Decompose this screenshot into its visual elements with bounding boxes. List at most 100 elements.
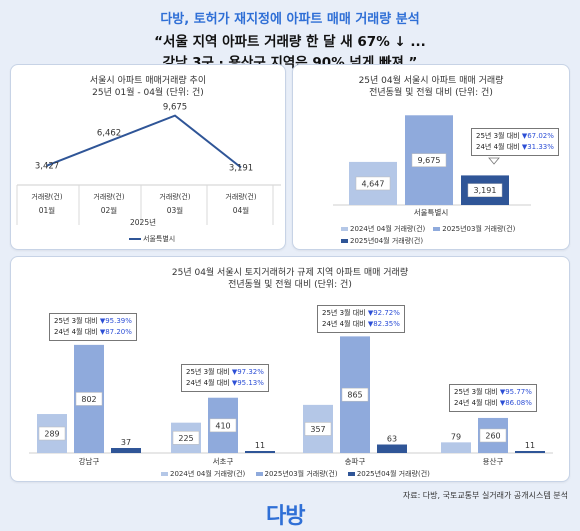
yongsan-callout-line-1: 25년 3월 대비 ▼95.77% <box>454 387 532 398</box>
seocho-callout-line-1: 25년 3월 대비 ▼97.32% <box>186 367 264 378</box>
callout-pointer <box>488 157 500 165</box>
legend-seoul-label: 서울특별시 <box>143 235 176 243</box>
legend-item-2024-04: 2024년 04월 거래량(건) <box>341 225 425 233</box>
bar-강남구-3 <box>111 448 141 453</box>
seocho-callout-label-1: 25년 3월 대비 <box>186 368 230 376</box>
data-label-1: 3,427 <box>35 162 59 172</box>
songpa-callout-value-1: ▼92.72% <box>367 309 400 317</box>
legend-swatch-2025-04 <box>341 239 348 243</box>
category-top-label-3: 거래량(건) <box>159 192 190 201</box>
data-label-3: 9,675 <box>163 103 187 113</box>
bar-value-label-1: 4,647 <box>362 179 385 188</box>
gangnam-change-callout: 25년 3월 대비 ▼95.39% 24년 4월 대비 ▼87.20% <box>49 313 137 341</box>
trend-chart-subtitle: 25년 01월 - 04월 (단위: 건) <box>92 88 204 98</box>
district-volume-card: 25년 04월 서울시 토지거래허가 규제 지역 아파트 매매 거래량 전년동월… <box>10 256 570 482</box>
songpa-change-callout: 25년 3월 대비 ▼92.72% 24년 4월 대비 ▼82.35% <box>317 305 405 333</box>
bar-value-label-송파구-1: 357 <box>310 425 325 434</box>
category-label-1: 01월 <box>39 205 56 215</box>
bar-value-label-2: 9,675 <box>418 156 441 165</box>
bar-용산구-1 <box>441 442 471 453</box>
songpa-callout-line-1: 25년 3월 대비 ▼92.72% <box>322 308 400 319</box>
seoul-volume-legend: 2024년 04월 거래량(건) 2025년03월 거래량(건) 2025년04월… <box>341 223 541 247</box>
callout-label-1: 25년 3월 대비 <box>476 132 520 140</box>
bar-value-label-서초구-1: 225 <box>178 434 193 443</box>
category-label-4: 04월 <box>233 205 250 215</box>
seoul-trend-line <box>46 114 242 169</box>
songpa-callout-value-2: ▼82.35% <box>367 320 400 328</box>
legend-line-swatch <box>129 238 141 240</box>
legend-swatch-2024-04 <box>341 227 348 231</box>
district-volume-bar-chart: 289 802 37 강남구 225 410 11 서초구 357 865 63 송파구 79 260 11… <box>29 336 553 466</box>
category-top-label-1: 거래량(건) <box>31 192 62 201</box>
callout-line-1: 25년 3월 대비 ▼67.02% <box>476 131 554 142</box>
yongsan-callout-value-1: ▼95.77% <box>499 388 532 396</box>
gangnam-callout-label-1: 25년 3월 대비 <box>54 317 98 325</box>
gangnam-callout-value-2: ▼87.20% <box>99 328 132 336</box>
district-legend-swatch-2024-04 <box>161 472 168 476</box>
callout-line-2: 24년 4월 대비 ▼31.33% <box>476 142 554 153</box>
category-top-label-2: 거래량(건) <box>93 192 124 201</box>
bar-value-label-용산구-3: 11 <box>525 441 535 450</box>
bar-label-box-서초구-1 <box>172 431 200 445</box>
yongsan-callout-line-2: 24년 4월 대비 ▼86.08% <box>454 398 532 409</box>
district-volume-subtitle: 전년동월 및 전월 대비 (단위: 건) <box>228 280 352 290</box>
bar-송파구-3 <box>377 444 407 453</box>
yongsan-callout-value-2: ▼86.08% <box>499 399 532 407</box>
legend-swatch-2025-03 <box>433 227 441 231</box>
seocho-callout-value-2: ▼95.13% <box>231 379 264 387</box>
source-note: 자료: 다방, 국토교통부 실거래가 공개시스템 분석 <box>402 491 568 500</box>
district-legend-item-2025-03: 2025년03월 거래량(건) <box>255 470 338 478</box>
gangnam-callout-line-2: 24년 4월 대비 ▼87.20% <box>54 327 132 338</box>
legend-item-2025-03: 2025년03월 거래량(건) <box>433 225 515 233</box>
gangnam-callout-label-2: 24년 4월 대비 <box>54 328 98 336</box>
district-legend-label-2024-04: 2024년 04월 거래량(건) <box>170 470 246 478</box>
bar-value-label-송파구-3: 63 <box>387 435 397 444</box>
bar-label-box-송파구-2 <box>341 387 369 402</box>
data-label-4: 3,191 <box>229 163 253 173</box>
bar-label-box-3 <box>467 183 503 197</box>
district-volume-title: 25년 04월 서울시 토지거래허가 규제 지역 아파트 매매 거래량 <box>171 268 409 278</box>
bar-label-box-1 <box>355 176 391 191</box>
trend-chart-title: 서울시 아파트 매매거래량 추이 <box>89 76 207 86</box>
category-label: 서울특별시 <box>414 207 449 217</box>
bar-용산구-3 <box>515 451 545 453</box>
bar-value-label-서초구-2: 410 <box>215 421 230 430</box>
bar-value-label-3: 3,191 <box>474 186 497 195</box>
bar-value-label-송파구-2: 865 <box>347 391 362 400</box>
gangnam-callout-value-1: ▼95.39% <box>99 317 132 325</box>
legend-label-2025-04: 2025년04월 거래량(건) <box>350 237 424 245</box>
dabang-logo: 다방 <box>266 504 305 529</box>
callout-value-2: ▼31.33% <box>521 143 554 151</box>
bar-value-label-강남구-1: 289 <box>44 430 59 439</box>
songpa-callout-label-1: 25년 3월 대비 <box>322 309 366 317</box>
gangnam-callout-line-1: 25년 3월 대비 ▼95.39% <box>54 316 132 327</box>
trend-chart-legend: 서울특별시 <box>129 234 175 244</box>
seocho-callout-line-2: 24년 4월 대비 ▼95.13% <box>186 378 264 389</box>
yongsan-callout-label-1: 25년 3월 대비 <box>454 388 498 396</box>
legend-label-2024-04: 2024년 04월 거래량(건) <box>350 225 426 233</box>
bar-value-label-서초구-3: 11 <box>255 441 265 450</box>
brand-line: 다방, 토허가 재지정에 아파트 매매 거래량 분석 <box>160 12 420 27</box>
year-group-label: 2025년 <box>130 217 156 227</box>
district-volume-legend: 2024년 04월 거래량(건) 2025년03월 거래량(건) 2025년04… <box>161 469 438 479</box>
district-legend-item-2025-04: 2025년04월 거래량(건) <box>347 470 430 478</box>
seocho-callout-value-1: ▼97.32% <box>231 368 264 376</box>
data-label-2: 6,462 <box>97 128 121 138</box>
bar-value-label-용산구-2: 260 <box>485 431 500 440</box>
seoul-volume-bar-chart: 4,647 9,675 3,191 서울특별시 <box>333 115 531 217</box>
district-legend-label-2025-04: 2025년04월 거래량(건) <box>356 470 430 478</box>
seocho-callout-label-2: 24년 4월 대비 <box>186 379 230 387</box>
category-label-2: 02월 <box>101 205 118 215</box>
bar-label-box-강남구-1 <box>38 426 66 441</box>
songpa-callout-line-2: 24년 4월 대비 ▼82.35% <box>322 319 400 330</box>
legend-label-2025-03: 2025년03월 거래량(건) <box>442 225 516 233</box>
headline-line-1: “서울 지역 아파트 거래량 한 달 새 67% ↓ ... <box>154 34 426 50</box>
category-label-서초구: 서초구 <box>213 457 234 466</box>
category-top-label-4: 거래량(건) <box>225 192 256 201</box>
bar-value-label-용산구-1: 79 <box>451 432 461 441</box>
district-legend-swatch-2025-03 <box>255 472 263 476</box>
header: 다방, 토허가 재지정에 아파트 매매 거래량 분석 “서울 지역 아파트 거래… <box>0 8 580 71</box>
bar-label-box-서초구-2 <box>209 418 237 433</box>
seoul-volume-card: 25년 04월 서울시 아파트 매매 거래량 전년동월 및 전월 대비 (단위:… <box>292 64 570 250</box>
callout-label-2: 24년 4월 대비 <box>476 143 520 151</box>
